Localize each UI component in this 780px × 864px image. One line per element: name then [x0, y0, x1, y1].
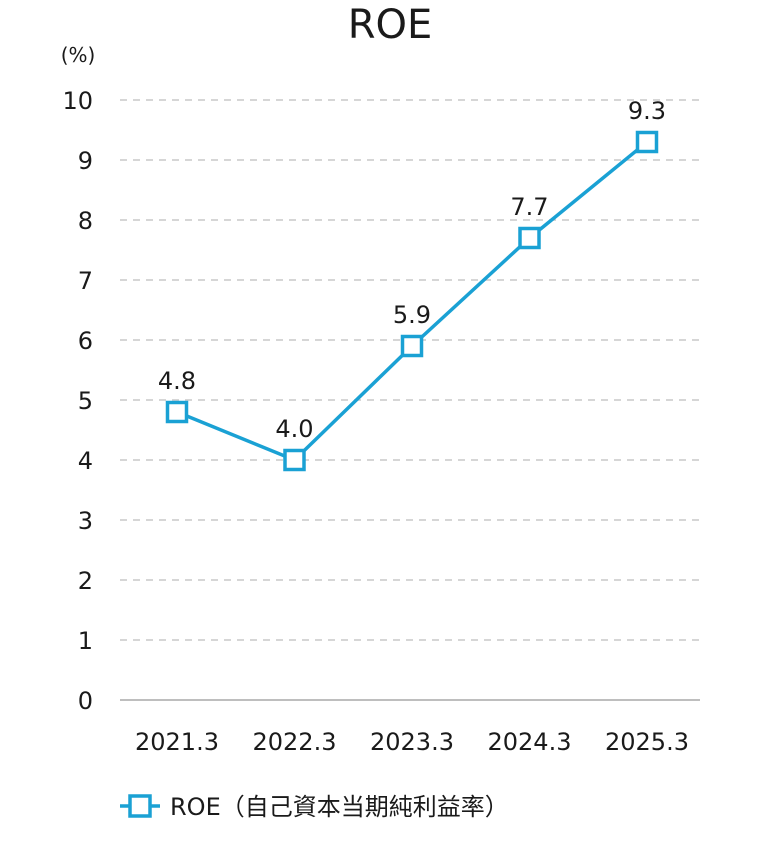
x-tick-label: 2022.3 [253, 728, 337, 756]
legend-series-name: ROE（自己資本当期純利益率） [170, 793, 509, 821]
y-tick-label: 7 [78, 267, 93, 295]
x-axis-tick-labels: 2021.3 2022.3 2023.3 2024.3 2025.3 [135, 728, 689, 756]
y-axis-tick-labels: 0 1 2 3 4 5 6 7 8 9 10 [62, 87, 93, 715]
y-tick-label: 5 [78, 387, 93, 415]
data-value-label: 4.8 [158, 367, 196, 395]
y-tick-label: 8 [78, 207, 93, 235]
x-tick-label: 2023.3 [370, 728, 454, 756]
data-value-label: 7.7 [510, 193, 548, 221]
x-tick-label: 2021.3 [135, 728, 219, 756]
y-tick-label: 6 [78, 327, 93, 355]
chart-title: ROE [348, 2, 433, 48]
data-value-label: 5.9 [393, 301, 431, 329]
data-point-marker [400, 334, 424, 358]
data-point-marker [518, 226, 541, 250]
data-point-marker [283, 448, 306, 472]
y-tick-label: 2 [78, 567, 93, 595]
y-tick-label: 10 [62, 87, 93, 115]
data-value-label: 9.3 [628, 97, 666, 125]
legend-marker-swatch [128, 794, 152, 818]
data-point-marker [165, 400, 189, 424]
legend: ROE（自己資本当期純利益率） [120, 793, 509, 821]
y-axis-unit-label: (%) [61, 43, 96, 67]
data-point-marker [635, 130, 659, 154]
series-roe [165, 130, 659, 472]
y-tick-label: 1 [78, 627, 93, 655]
data-labels: 4.8 4.0 5.9 7.7 9.3 [158, 97, 666, 443]
y-tick-label: 0 [78, 687, 93, 715]
gridlines [120, 99, 700, 641]
x-tick-label: 2024.3 [488, 728, 572, 756]
y-tick-label: 3 [78, 507, 93, 535]
x-tick-label: 2025.3 [605, 728, 689, 756]
data-value-label: 4.0 [275, 415, 313, 443]
y-tick-label: 9 [78, 147, 93, 175]
y-tick-label: 4 [78, 447, 93, 475]
